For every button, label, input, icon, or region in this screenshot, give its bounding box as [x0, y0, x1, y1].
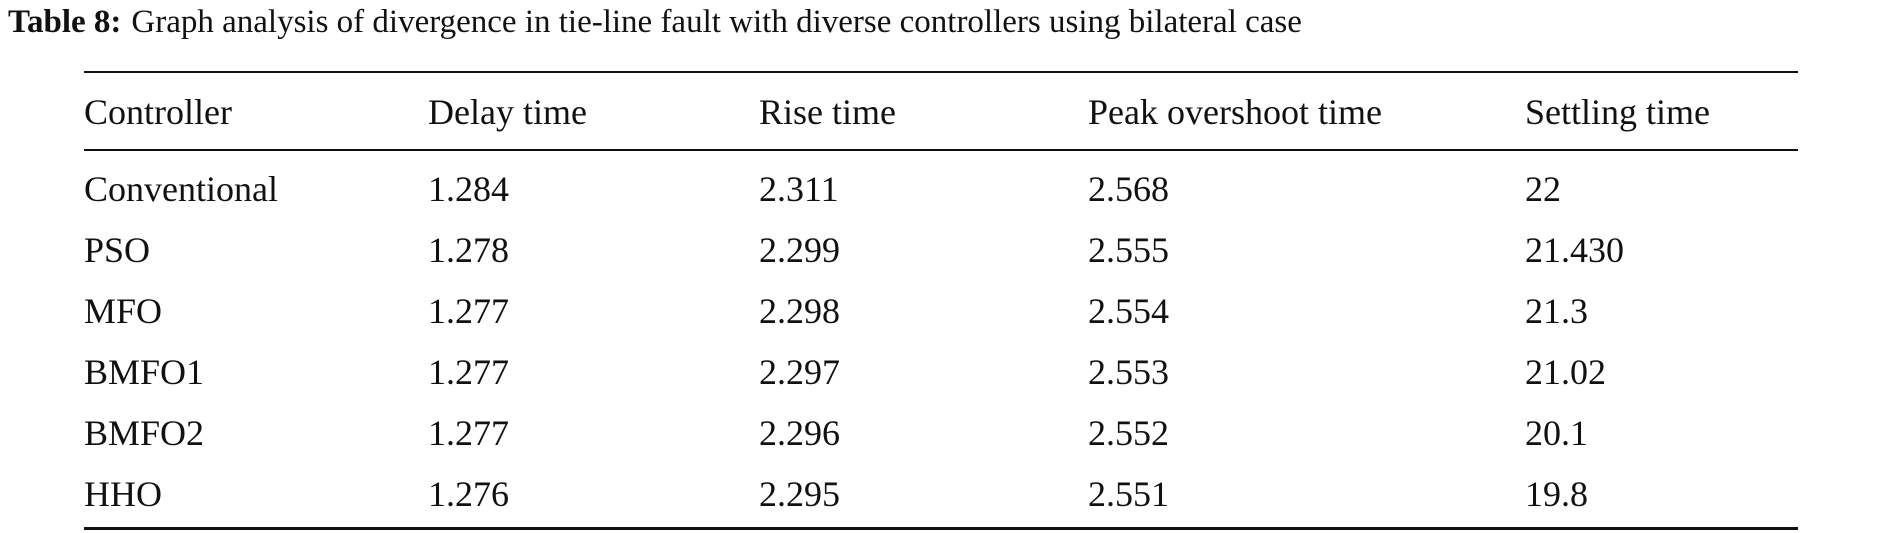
- caption-text: Graph analysis of divergence in tie-line…: [131, 4, 1302, 40]
- bottom-rule: [84, 527, 1798, 530]
- table-cell: 1.284: [428, 169, 509, 209]
- table-cell: 2.553: [1088, 352, 1169, 392]
- table-cell: 2.311: [759, 169, 839, 209]
- table-cell: 20.1: [1525, 413, 1588, 453]
- table-cell: Conventional: [84, 169, 278, 209]
- table-cell: HHO: [84, 474, 162, 514]
- header-cell: Rise time: [759, 92, 896, 132]
- header-cell: Delay time: [428, 92, 587, 132]
- table-cell: 21.430: [1525, 230, 1624, 270]
- table-cell: 19.8: [1525, 474, 1588, 514]
- table-cell: BMFO2: [84, 413, 205, 453]
- table-cell: 2.296: [759, 413, 840, 453]
- table-cell: BMFO1: [84, 352, 205, 392]
- table-cell: 1.278: [428, 230, 509, 270]
- table-cell: 2.555: [1088, 230, 1169, 270]
- table-cell: 1.277: [428, 291, 509, 331]
- table-cell: 2.551: [1088, 474, 1169, 514]
- table-cell: 2.298: [759, 291, 840, 331]
- table-cell: 2.568: [1088, 169, 1169, 209]
- top-rule: [84, 71, 1798, 73]
- table-cell: 2.295: [759, 474, 840, 514]
- table-cell: 2.297: [759, 352, 840, 392]
- table-cell: 2.299: [759, 230, 840, 270]
- header-cell: Controller: [84, 92, 232, 132]
- caption-label: Table 8:: [8, 4, 122, 40]
- table-cell: 22: [1525, 169, 1561, 209]
- caption: Table 8: Graph analysis of divergence in …: [8, 4, 1302, 41]
- table-cell: 2.554: [1088, 291, 1169, 331]
- table-cell: 2.552: [1088, 413, 1169, 453]
- table-cell: MFO: [84, 291, 163, 331]
- header-rule: [84, 149, 1798, 151]
- header-cell: Peak overshoot time: [1088, 92, 1382, 132]
- table-cell: 1.277: [428, 352, 509, 392]
- table-cell: 21.3: [1525, 291, 1588, 331]
- header-cell: Settling time: [1525, 92, 1710, 132]
- table-cell: 1.276: [428, 474, 509, 514]
- table-cell: PSO: [84, 230, 151, 270]
- table-cell: 21.02: [1525, 352, 1606, 392]
- table-cell: 1.277: [428, 413, 509, 453]
